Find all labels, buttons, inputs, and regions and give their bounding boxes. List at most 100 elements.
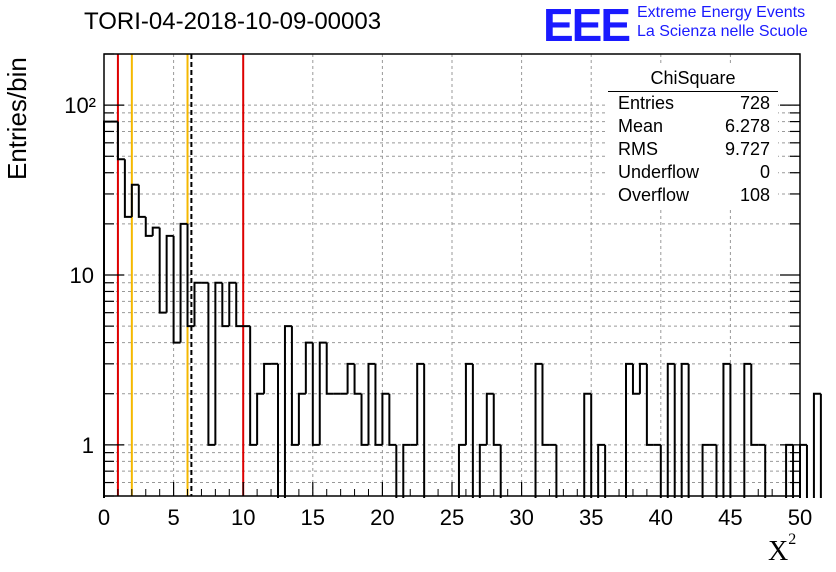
histogram-bin	[144, 216, 153, 237]
histogram-bin	[123, 159, 132, 218]
x-tick-label: 40	[649, 505, 673, 530]
histogram-bin	[318, 341, 327, 445]
histogram-bin	[290, 326, 299, 446]
histogram-bin	[416, 362, 425, 445]
histogram-bin	[158, 227, 167, 314]
histogram-bin	[750, 363, 759, 446]
x-tick-label: 50	[788, 505, 812, 530]
histogram-bin	[485, 392, 494, 445]
x-tick-label: 45	[718, 505, 742, 530]
axis-ticks	[103, 53, 801, 497]
histogram-bin	[172, 235, 181, 344]
histogram-bin	[625, 362, 633, 498]
x-axis-label-sup: 2	[788, 530, 797, 548]
histogram-bin	[235, 282, 244, 328]
x-axis-label-base: X	[768, 536, 789, 567]
histogram-bin	[402, 443, 411, 498]
stats-label: Mean	[618, 116, 664, 136]
histogram-bin	[297, 392, 306, 445]
histogram-bin	[360, 393, 369, 446]
stats-label: Entries	[618, 93, 675, 113]
histogram-steps	[103, 120, 836, 498]
histogram-bin	[193, 281, 202, 327]
stats-box: ChiSquare Entries 728 Mean 6.278 RMS 9.727 …	[608, 66, 778, 207]
tick-labels: 0 5 10 15 20 25 30 35 40 45 50 1 10 10²	[64, 93, 812, 530]
histogram-bin	[645, 363, 654, 446]
brand-line-1: Extreme Energy Events	[637, 4, 806, 21]
histogram-bin	[631, 363, 640, 395]
stats-label: RMS	[618, 139, 658, 159]
stats-value: 9.727	[724, 139, 770, 159]
histogram-bin	[103, 120, 111, 498]
x-tick-label: 25	[440, 505, 464, 530]
histogram-bin	[799, 443, 807, 498]
stats-value: 6.278	[724, 116, 770, 136]
histogram-bin	[666, 362, 675, 498]
histogram-bin	[473, 364, 480, 498]
histogram-bin	[583, 392, 592, 498]
stats-label: Overflow	[618, 185, 690, 205]
y-tick-label: 10²	[64, 93, 96, 118]
stats-row: RMS 9.727	[608, 138, 778, 161]
x-tick-label: 30	[509, 505, 533, 530]
histogram-bin	[130, 183, 139, 217]
histogram-bin	[165, 234, 174, 313]
histogram-bin	[464, 362, 473, 445]
histogram-bin	[278, 364, 285, 498]
histogram-bin	[151, 226, 160, 236]
x-tick-label: 10	[231, 505, 255, 530]
histogram-bin	[680, 362, 689, 498]
histogram-bin	[821, 394, 828, 498]
x-tick-label: 5	[167, 505, 179, 530]
chart-title: TORI-04-2018-10-09-00003	[84, 8, 382, 35]
histogram-bin	[807, 445, 814, 498]
histogram-bin	[492, 393, 501, 446]
histogram-bin	[597, 443, 606, 498]
stats-title: ChiSquare	[608, 66, 778, 92]
histogram-bin	[374, 363, 383, 446]
stats-row: Overflow 108	[608, 184, 778, 207]
histogram-bin	[457, 443, 466, 498]
histogram-bin	[689, 364, 696, 498]
stats-label: Underflow	[618, 162, 700, 182]
eee-logo: EEE	[543, 0, 631, 51]
histogram-bin	[701, 443, 710, 498]
histogram-bin	[207, 282, 216, 446]
stats-row: Underflow 0	[608, 161, 778, 184]
histogram-bin	[367, 362, 376, 445]
stats-row: Entries 728	[608, 92, 778, 115]
histogram-bin	[541, 363, 550, 446]
histogram-bin	[381, 392, 390, 445]
histogram-bin	[116, 121, 125, 161]
stats-value: 728	[739, 93, 770, 113]
histogram-bin	[346, 362, 355, 394]
histogram-bin	[743, 362, 752, 498]
histogram-bin	[137, 184, 146, 218]
stats-row: Mean 6.278	[608, 115, 778, 138]
histogram-bin	[730, 364, 737, 498]
x-tick-label: 20	[370, 505, 394, 530]
brand-line-2: La Scienza nelle Scuole	[637, 23, 808, 40]
histogram-bin	[424, 364, 431, 498]
stats-value: 108	[739, 185, 770, 205]
x-axis-label: X2	[768, 531, 796, 568]
histogram-bin	[722, 362, 731, 498]
y-axis-label: Entries/bin	[2, 57, 32, 180]
stats-value: 0	[759, 162, 770, 182]
histogram-bin	[256, 392, 265, 445]
histogram-bin	[221, 282, 230, 328]
histogram-bin	[249, 326, 258, 446]
histogram-bin	[186, 223, 195, 328]
histogram-bin	[388, 393, 397, 446]
x-tick-label: 15	[301, 505, 325, 530]
histogram-bin	[534, 362, 543, 498]
y-tick-label: 1	[82, 433, 94, 458]
histogram-bin	[675, 364, 682, 498]
histogram-bin	[478, 443, 487, 498]
x-tick-label: 0	[98, 505, 110, 530]
histogram-bin	[228, 281, 237, 327]
histogram-bin	[263, 362, 272, 394]
histogram-bin	[325, 342, 334, 395]
histogram-bin	[311, 342, 320, 446]
